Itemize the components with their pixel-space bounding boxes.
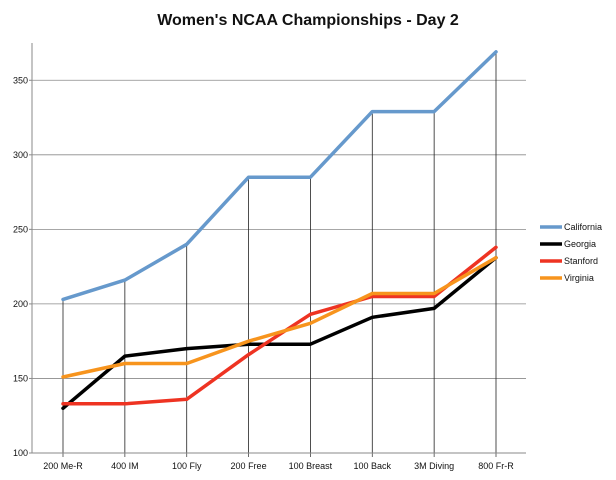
x-tick-label: 100 Breast xyxy=(289,461,333,471)
x-tick-label: 100 Back xyxy=(354,461,392,471)
y-tick-label: 100 xyxy=(13,448,28,458)
legend: California Georgia Stanford Virginia xyxy=(540,222,602,283)
series-line-stanford xyxy=(61,245,498,406)
series-line-georgia xyxy=(61,255,498,411)
legend-label: Stanford xyxy=(564,256,598,266)
y-tick-label: 150 xyxy=(13,373,28,383)
y-tick-label: 200 xyxy=(13,299,28,309)
series-line-virginia xyxy=(61,255,498,379)
legend-label: Georgia xyxy=(564,239,596,249)
axes: 100 150 200 250 300 350 200 Me-R 400 IM 100 Fly 2… xyxy=(13,43,526,471)
series-line-california xyxy=(61,50,498,302)
chart-title: Women's NCAA Championships - Day 2 xyxy=(157,12,459,29)
y-tick-label: 350 xyxy=(13,75,28,85)
series-lines xyxy=(61,50,498,411)
legend-label: California xyxy=(564,222,602,232)
x-tick-label: 400 IM xyxy=(111,461,139,471)
x-tick-label: 200 Me-R xyxy=(43,461,83,471)
y-tick-label: 300 xyxy=(13,150,28,160)
grid-lines xyxy=(32,51,526,453)
legend-label: Virginia xyxy=(564,273,594,283)
x-tick-label: 800 Fr-R xyxy=(478,461,514,471)
x-tick-label: 100 Fly xyxy=(172,461,202,471)
y-tick-label: 250 xyxy=(13,224,28,234)
x-tick-label: 200 Free xyxy=(231,461,267,471)
x-tick-label: 3M Diving xyxy=(414,461,454,471)
